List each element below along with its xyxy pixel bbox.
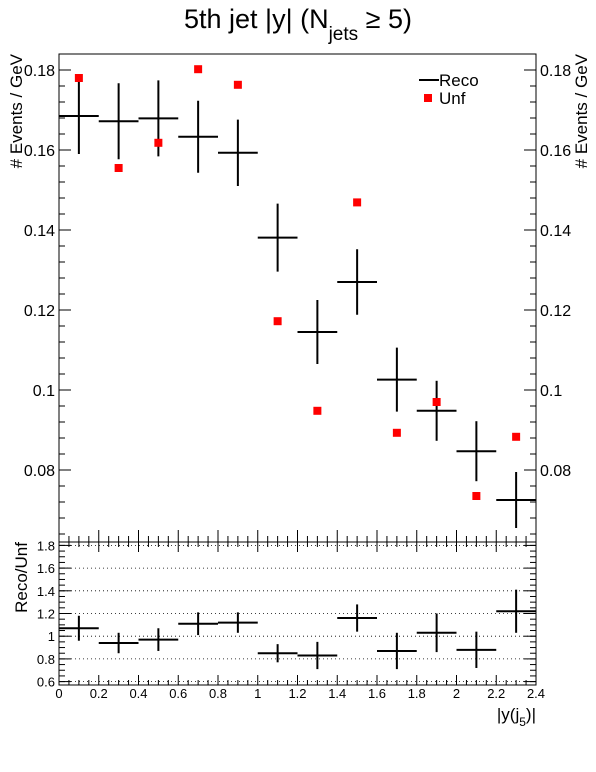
x-tick-label: 2.2 <box>487 686 505 701</box>
main-data-marks <box>59 65 536 528</box>
legend: Reco Unf <box>412 66 486 110</box>
x-axis-label-subscript: 5 <box>519 715 526 729</box>
ratio-y-tick-label: 0.8 <box>37 652 55 667</box>
x-tick-label: 2 <box>453 686 460 701</box>
x-tick-label: 1.4 <box>328 686 346 701</box>
x-tick-label: 0.4 <box>129 686 147 701</box>
main-y-tick-label-right: 0.12 <box>540 303 571 320</box>
main-axis-ticks: 0.08 0.08 0.1 0.1 0.12 0.12 0.14 0.14 0.16 0.16 0.… <box>24 53 571 542</box>
unf-point-marker <box>472 492 481 500</box>
ratio-y-tick-label: 1.2 <box>37 607 55 622</box>
main-y-tick-label-left: 0.08 <box>24 463 55 480</box>
unf-point-marker <box>353 198 362 207</box>
ratio-y-tick-label: 1 <box>48 629 55 644</box>
x-axis-label-main: |y(j <box>497 705 519 724</box>
main-plot-frame <box>58 53 537 543</box>
x-tick-label: 1.2 <box>288 686 306 701</box>
main-y-tick-label-right: 0.08 <box>540 463 571 480</box>
title-main: 5th jet |y| (N <box>184 4 329 34</box>
ratio-y-tick-label: 1.6 <box>37 561 55 576</box>
main-y-tick-label-left: 0.1 <box>33 383 55 400</box>
ratio-y-tick-label: 0.6 <box>37 675 55 690</box>
ratio-y-axis-label: Reco/Unf <box>12 542 31 613</box>
unf-point-marker <box>154 138 163 147</box>
x-tick-label: 1.8 <box>408 686 426 701</box>
main-panel: 0.08 0.08 0.1 0.1 0.12 0.12 0.14 0.14 0.16 0.16 0.… <box>7 53 591 543</box>
unf-point-marker <box>512 432 521 441</box>
title-tail: ≥ 5) <box>358 4 412 34</box>
ratio-gridlines <box>59 545 536 682</box>
unf-point-marker <box>392 428 401 437</box>
ratio-y-tick-label: 1.4 <box>37 584 55 599</box>
main-y-tick-label-left: 0.16 <box>24 143 55 160</box>
x-axis-label-tail: )| <box>526 705 536 724</box>
x-tick-label: 0 <box>55 686 62 701</box>
x-tick-label: 2.4 <box>527 686 545 701</box>
x-axis-label: |y(j5)| <box>497 705 536 729</box>
main-y-axis-label-right: # Events / GeV <box>572 53 591 168</box>
ratio-data-marks <box>59 589 536 670</box>
unf-point-marker <box>432 398 441 406</box>
ratio-axis-ticks: 0.6 0.8 1 1.2 1.4 1.6 1.8 0 0.2 0.4 0.6 0.8 1 1.2 1.4 1… <box>37 538 545 701</box>
ratio-y-tick-label: 1.8 <box>37 538 55 553</box>
unf-point-marker <box>313 406 322 415</box>
title-subscript: jets <box>328 24 359 45</box>
main-y-tick-label-left: 0.14 <box>24 223 55 240</box>
x-tick-label: 0.6 <box>169 686 187 701</box>
legend-unf-label: Unf <box>439 89 466 108</box>
unf-point-marker <box>273 317 282 326</box>
main-y-tick-label-left: 0.18 <box>24 63 55 80</box>
ratio-plot-frame <box>58 541 537 686</box>
unf-point-marker <box>194 65 203 74</box>
legend-unf-symbol <box>424 94 432 102</box>
unf-point-marker <box>114 164 123 172</box>
unf-point-marker <box>233 80 242 89</box>
ratio-panel: 0.6 0.8 1 1.2 1.4 1.6 1.8 0 0.2 0.4 0.6 0.8 1 1.2 1.4 1… <box>12 538 545 729</box>
main-y-tick-label-right: 0.16 <box>540 143 571 160</box>
x-tick-label: 0.2 <box>90 686 108 701</box>
main-y-axis-label-left: # Events / GeV <box>7 53 26 168</box>
main-y-tick-label-right: 0.18 <box>540 63 571 80</box>
legend-background <box>412 66 486 110</box>
x-tick-label: 1.6 <box>368 686 386 701</box>
x-tick-label: 0.8 <box>209 686 227 701</box>
main-y-tick-label-right: 0.14 <box>540 223 571 240</box>
unf-point-marker <box>74 74 83 82</box>
chart-title: 5th jet |y| (Njets ≥ 5) <box>184 4 412 45</box>
main-y-tick-label-left: 0.12 <box>24 303 55 320</box>
legend-reco-label: Reco <box>439 71 479 90</box>
x-tick-label: 1 <box>254 686 261 701</box>
main-y-tick-label-right: 0.1 <box>540 383 562 400</box>
